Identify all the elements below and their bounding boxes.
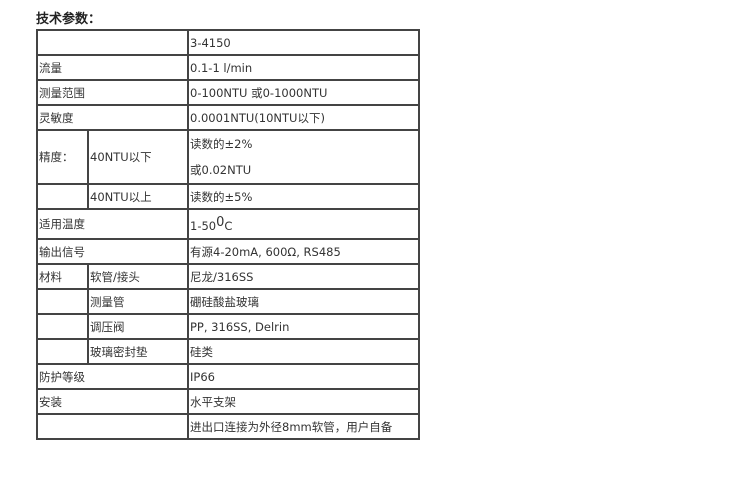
param-label: 防护等级 bbox=[36, 363, 189, 390]
param-value: 有源4-20mA, 600Ω, RS485 bbox=[187, 238, 420, 265]
table-row: 防护等级 IP66 bbox=[36, 363, 420, 390]
value-line: 读数的±2% bbox=[190, 137, 253, 151]
param-value: 0.0001NTU(10NTU以下) bbox=[187, 104, 420, 131]
table-row: 适用温度 1-500C bbox=[36, 208, 420, 240]
table-row: 流量 0.1-1 l/min bbox=[36, 54, 420, 81]
temp-unit: C bbox=[224, 219, 233, 233]
param-sublabel: 测量管 bbox=[87, 288, 189, 315]
table-row: 测量范围 0-100NTU 或0-1000NTU bbox=[36, 79, 420, 106]
param-label bbox=[36, 29, 189, 56]
table-row: 玻璃密封垫 硅类 bbox=[36, 338, 420, 365]
param-sublabel: 40NTU以下 bbox=[87, 129, 189, 185]
param-label: 灵敏度 bbox=[36, 104, 189, 131]
param-value: 水平支架 bbox=[187, 388, 420, 415]
param-sublabel: 玻璃密封垫 bbox=[87, 338, 189, 365]
param-label bbox=[36, 313, 89, 340]
table-row: 灵敏度 0.0001NTU(10NTU以下) bbox=[36, 104, 420, 131]
table-row: 安装 水平支架 bbox=[36, 388, 420, 415]
section-title: 技术参数： bbox=[36, 12, 102, 27]
table-row: 进出口连接为外径8mm软管，用户自备 bbox=[36, 413, 420, 440]
param-value: PP, 316SS, Delrin bbox=[187, 313, 420, 340]
param-label: 精度： bbox=[36, 129, 89, 185]
table-row: 3-4150 bbox=[36, 29, 420, 56]
param-value: 0-100NTU 或0-1000NTU bbox=[187, 79, 420, 106]
param-label: 安装 bbox=[36, 388, 189, 415]
table-row: 测量管 硼硅酸盐玻璃 bbox=[36, 288, 420, 315]
param-label bbox=[36, 183, 89, 210]
param-label: 材料 bbox=[36, 263, 89, 290]
param-label: 测量范围 bbox=[36, 79, 189, 106]
param-sublabel: 40NTU以上 bbox=[87, 183, 189, 210]
param-value: 1-500C bbox=[187, 208, 420, 240]
param-label bbox=[36, 288, 89, 315]
param-sublabel: 软管/接头 bbox=[87, 263, 189, 290]
param-value: 3-4150 bbox=[187, 29, 420, 56]
param-value: 读数的±5% bbox=[187, 183, 420, 210]
param-label bbox=[36, 413, 189, 440]
param-label: 适用温度 bbox=[36, 208, 189, 240]
temp-value: 1-50 bbox=[190, 219, 217, 233]
param-value: IP66 bbox=[187, 363, 420, 390]
spec-table: 3-4150 流量 0.1-1 l/min 测量范围 0-100NTU 或0-100… bbox=[36, 29, 420, 440]
table-row: 精度： 40NTU以下 读数的±2% 或0.02NTU bbox=[36, 129, 420, 185]
param-sublabel: 调压阀 bbox=[87, 313, 189, 340]
table-row: 输出信号 有源4-20mA, 600Ω, RS485 bbox=[36, 238, 420, 265]
param-value: 尼龙/316SS bbox=[187, 263, 420, 290]
param-value: 0.1-1 l/min bbox=[187, 54, 420, 81]
param-label: 流量 bbox=[36, 54, 189, 81]
param-value: 读数的±2% 或0.02NTU bbox=[187, 129, 420, 185]
table-row: 40NTU以上 读数的±5% bbox=[36, 183, 420, 210]
table-row: 调压阀 PP, 316SS, Delrin bbox=[36, 313, 420, 340]
degree-sup: 0 bbox=[216, 215, 225, 230]
param-label: 输出信号 bbox=[36, 238, 189, 265]
param-label bbox=[36, 338, 89, 365]
param-value: 进出口连接为外径8mm软管，用户自备 bbox=[187, 413, 420, 440]
value-line: 或0.02NTU bbox=[190, 163, 252, 177]
param-value: 硅类 bbox=[187, 338, 420, 365]
table-row: 材料 软管/接头 尼龙/316SS bbox=[36, 263, 420, 290]
param-value: 硼硅酸盐玻璃 bbox=[187, 288, 420, 315]
